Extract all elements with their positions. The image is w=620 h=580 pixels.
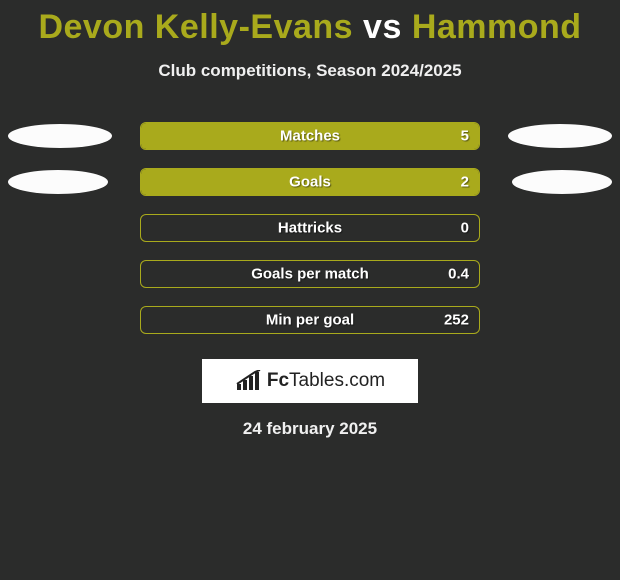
- logo-text: FcTables.com: [267, 370, 385, 392]
- logo-text-left: Fc: [267, 370, 289, 391]
- comparison-card: Devon Kelly-Evans vs Hammond Club compet…: [0, 0, 620, 580]
- stat-value: 2: [461, 174, 469, 191]
- stat-bar: Matches 5: [140, 122, 480, 150]
- stat-label: Goals: [289, 174, 331, 191]
- stat-value: 0.4: [448, 266, 469, 283]
- stat-value: 0: [461, 220, 469, 237]
- right-ellipse: [512, 170, 612, 194]
- stat-value: 252: [444, 312, 469, 329]
- stat-row: Goals 2: [0, 159, 620, 205]
- stat-row: Matches 5: [0, 113, 620, 159]
- stat-bar: Goals per match 0.4: [140, 260, 480, 288]
- stat-row: Goals per match 0.4: [0, 251, 620, 297]
- stat-bar: Goals 2: [140, 168, 480, 196]
- title-player2: Hammond: [412, 8, 582, 46]
- stat-value: 5: [461, 128, 469, 145]
- stat-row: Hattricks 0: [0, 205, 620, 251]
- stat-label: Min per goal: [266, 312, 354, 329]
- title-player1: Devon Kelly-Evans: [38, 8, 353, 46]
- logo: FcTables.com: [202, 359, 418, 403]
- stat-rows: Matches 5 Goals 2 Hattricks 0 Goals per match 0…: [0, 113, 620, 343]
- stat-row: Min per goal 252: [0, 297, 620, 343]
- stat-bar: Min per goal 252: [140, 306, 480, 334]
- stat-bar: Hattricks 0: [140, 214, 480, 242]
- right-ellipse: [508, 124, 612, 148]
- left-ellipse: [8, 124, 112, 148]
- date: 24 february 2025: [0, 419, 620, 439]
- stat-label: Matches: [280, 128, 340, 145]
- stat-label: Goals per match: [251, 266, 369, 283]
- stat-label: Hattricks: [278, 220, 342, 237]
- left-ellipse: [8, 170, 108, 194]
- title-vs: vs: [363, 8, 402, 46]
- title: Devon Kelly-Evans vs Hammond: [0, 0, 620, 47]
- subtitle: Club competitions, Season 2024/2025: [0, 61, 620, 81]
- bars-icon: [235, 370, 261, 392]
- logo-text-right: Tables.com: [289, 370, 385, 391]
